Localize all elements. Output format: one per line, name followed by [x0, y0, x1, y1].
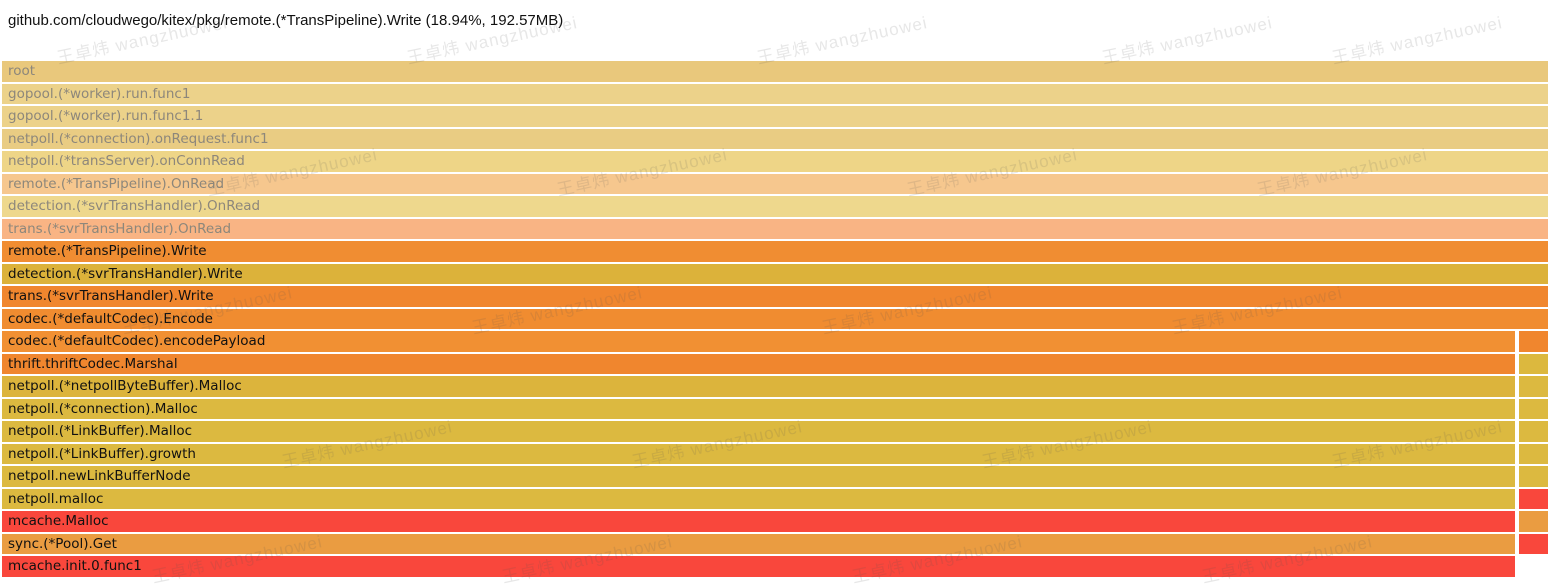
flame-frame[interactable]: netpoll.malloc — [2, 488, 1515, 510]
watermark-text: 王卓炜 wangzhuowei — [1330, 13, 1505, 68]
flame-frame-row: netpoll.(*netpollByteBuffer).Malloc — [0, 376, 1550, 397]
flame-frame-sibling-fragment[interactable] — [1519, 511, 1548, 532]
flame-frame-label: netpoll.(*transServer).onConnRead — [8, 153, 245, 170]
flame-frame-label: netpoll.(*connection).Malloc — [8, 400, 198, 417]
flame-frame-sibling-fragment[interactable] — [1519, 353, 1548, 375]
flame-frame-sibling-fragment[interactable] — [1519, 533, 1548, 555]
flame-frame-label: mcache.Malloc — [8, 513, 109, 530]
flame-frame[interactable]: thrift.thriftCodec.Marshal — [2, 353, 1515, 375]
flame-frame-label: remote.(*TransPipeline).OnRead — [8, 175, 225, 192]
flame-frame-label: root — [8, 63, 36, 79]
flame-frame-sibling-fragment[interactable] — [1519, 331, 1548, 352]
flame-frame[interactable]: mcache.Malloc — [2, 511, 1515, 532]
flame-frame-label: netpoll.newLinkBufferNode — [8, 468, 191, 485]
flame-frame-row: sync.(*Pool).Get — [0, 533, 1550, 555]
flame-frame-label: gopool.(*worker).run.func1 — [8, 85, 191, 102]
flame-frame-label: netpoll.(*netpollByteBuffer).Malloc — [8, 378, 242, 395]
flame-frame-row: trans.(*svrTransHandler).OnRead — [0, 218, 1550, 240]
flame-frame-sibling-fragment[interactable] — [1519, 421, 1548, 442]
flame-frame[interactable]: netpoll.(*LinkBuffer).growth — [2, 443, 1515, 465]
flame-frame[interactable]: netpoll.(*LinkBuffer).Malloc — [2, 421, 1515, 442]
flame-frame-label: trans.(*svrTransHandler).Write — [8, 288, 214, 305]
flame-frame-label: netpoll.(*LinkBuffer).Malloc — [8, 423, 193, 440]
flame-frame-row: trans.(*svrTransHandler).Write — [0, 286, 1550, 307]
flame-frame-row: netpoll.(*connection).onRequest.func1 — [0, 128, 1550, 150]
flame-frame-label: thrift.thriftCodec.Marshal — [8, 355, 178, 372]
flame-frame-label: detection.(*svrTransHandler).Write — [8, 265, 243, 282]
flame-frame-label: detection.(*svrTransHandler).OnRead — [8, 198, 261, 215]
flame-frame[interactable]: detection.(*svrTransHandler).OnRead — [2, 196, 1548, 217]
flame-frame-row: netpoll.(*transServer).onConnRead — [0, 151, 1550, 172]
flame-frame[interactable]: codec.(*defaultCodec).encodePayload — [2, 331, 1515, 352]
flame-frame-row: mcache.init.0.func1 — [0, 556, 1550, 577]
flame-frame-row: detection.(*svrTransHandler).Write — [0, 263, 1550, 285]
flame-frame-row: codec.(*defaultCodec).encodePayload — [0, 331, 1550, 352]
flame-frame-row: netpoll.(*connection).Malloc — [0, 398, 1550, 420]
flame-frame-label: remote.(*TransPipeline).Write — [8, 243, 207, 260]
flame-frame-row: netpoll.(*LinkBuffer).Malloc — [0, 421, 1550, 442]
flame-frame[interactable]: netpoll.(*connection).Malloc — [2, 398, 1515, 420]
flame-frame-row: root — [0, 61, 1550, 82]
flame-frame[interactable]: detection.(*svrTransHandler).Write — [2, 263, 1548, 285]
flame-frame-sibling-fragment[interactable] — [1519, 488, 1548, 510]
flame-frame[interactable]: netpoll.(*connection).onRequest.func1 — [2, 128, 1548, 150]
flame-frame-label: mcache.init.0.func1 — [8, 558, 142, 575]
selected-frame-title: github.com/cloudwego/kitex/pkg/remote.(*… — [8, 12, 564, 29]
flame-frame[interactable]: mcache.init.0.func1 — [2, 556, 1515, 577]
flame-frame[interactable]: sync.(*Pool).Get — [2, 533, 1515, 555]
flame-frame-label: codec.(*defaultCodec).Encode — [8, 310, 213, 327]
watermark-text: 王卓炜 wangzhuowei — [755, 13, 930, 68]
flame-frame[interactable]: trans.(*svrTransHandler).OnRead — [2, 218, 1548, 240]
flame-frame-label: trans.(*svrTransHandler).OnRead — [8, 220, 232, 237]
flame-frame-sibling-fragment[interactable] — [1519, 376, 1548, 397]
flame-frame-row: mcache.Malloc — [0, 511, 1550, 532]
flame-frame-sibling-fragment[interactable] — [1519, 466, 1548, 487]
flame-frame[interactable]: remote.(*TransPipeline).Write — [2, 241, 1548, 262]
flame-frame[interactable]: gopool.(*worker).run.func1.1 — [2, 106, 1548, 127]
flame-frame-label: sync.(*Pool).Get — [8, 535, 117, 552]
flame-frame-sibling-fragment[interactable] — [1519, 443, 1548, 465]
flame-frame-row: thrift.thriftCodec.Marshal — [0, 353, 1550, 375]
flame-frame-row: netpoll.malloc — [0, 488, 1550, 510]
flame-frame-sibling-fragment[interactable] — [1519, 398, 1548, 420]
flame-frame-row: netpoll.newLinkBufferNode — [0, 466, 1550, 487]
flame-frame[interactable]: gopool.(*worker).run.func1 — [2, 83, 1548, 105]
flame-frame-row: remote.(*TransPipeline).OnRead — [0, 173, 1550, 195]
flame-frame-row: gopool.(*worker).run.func1.1 — [0, 106, 1550, 127]
flame-frame-row: remote.(*TransPipeline).Write — [0, 241, 1550, 262]
flame-frame-row: gopool.(*worker).run.func1 — [0, 83, 1550, 105]
flame-frame-row: netpoll.(*LinkBuffer).growth — [0, 443, 1550, 465]
flame-frame-row: detection.(*svrTransHandler).OnRead — [0, 196, 1550, 217]
flame-frame-label: netpoll.(*connection).onRequest.func1 — [8, 130, 269, 147]
watermark-text: 王卓炜 wangzhuowei — [1100, 13, 1275, 68]
flame-frame-label: codec.(*defaultCodec).encodePayload — [8, 333, 266, 350]
flame-frame-label: gopool.(*worker).run.func1.1 — [8, 108, 204, 125]
flame-frame-label: netpoll.(*LinkBuffer).growth — [8, 445, 196, 462]
flame-frame[interactable]: remote.(*TransPipeline).OnRead — [2, 173, 1548, 195]
flame-frame[interactable]: netpoll.(*transServer).onConnRead — [2, 151, 1548, 172]
flame-frame-row: codec.(*defaultCodec).Encode — [0, 308, 1550, 330]
flame-frame[interactable]: root — [2, 61, 1548, 82]
flame-frame[interactable]: netpoll.(*netpollByteBuffer).Malloc — [2, 376, 1515, 397]
flame-frame-label: netpoll.malloc — [8, 490, 104, 507]
flame-frame[interactable]: codec.(*defaultCodec).Encode — [2, 308, 1548, 330]
flame-frame[interactable]: netpoll.newLinkBufferNode — [2, 466, 1515, 487]
flame-frame[interactable]: trans.(*svrTransHandler).Write — [2, 286, 1548, 307]
